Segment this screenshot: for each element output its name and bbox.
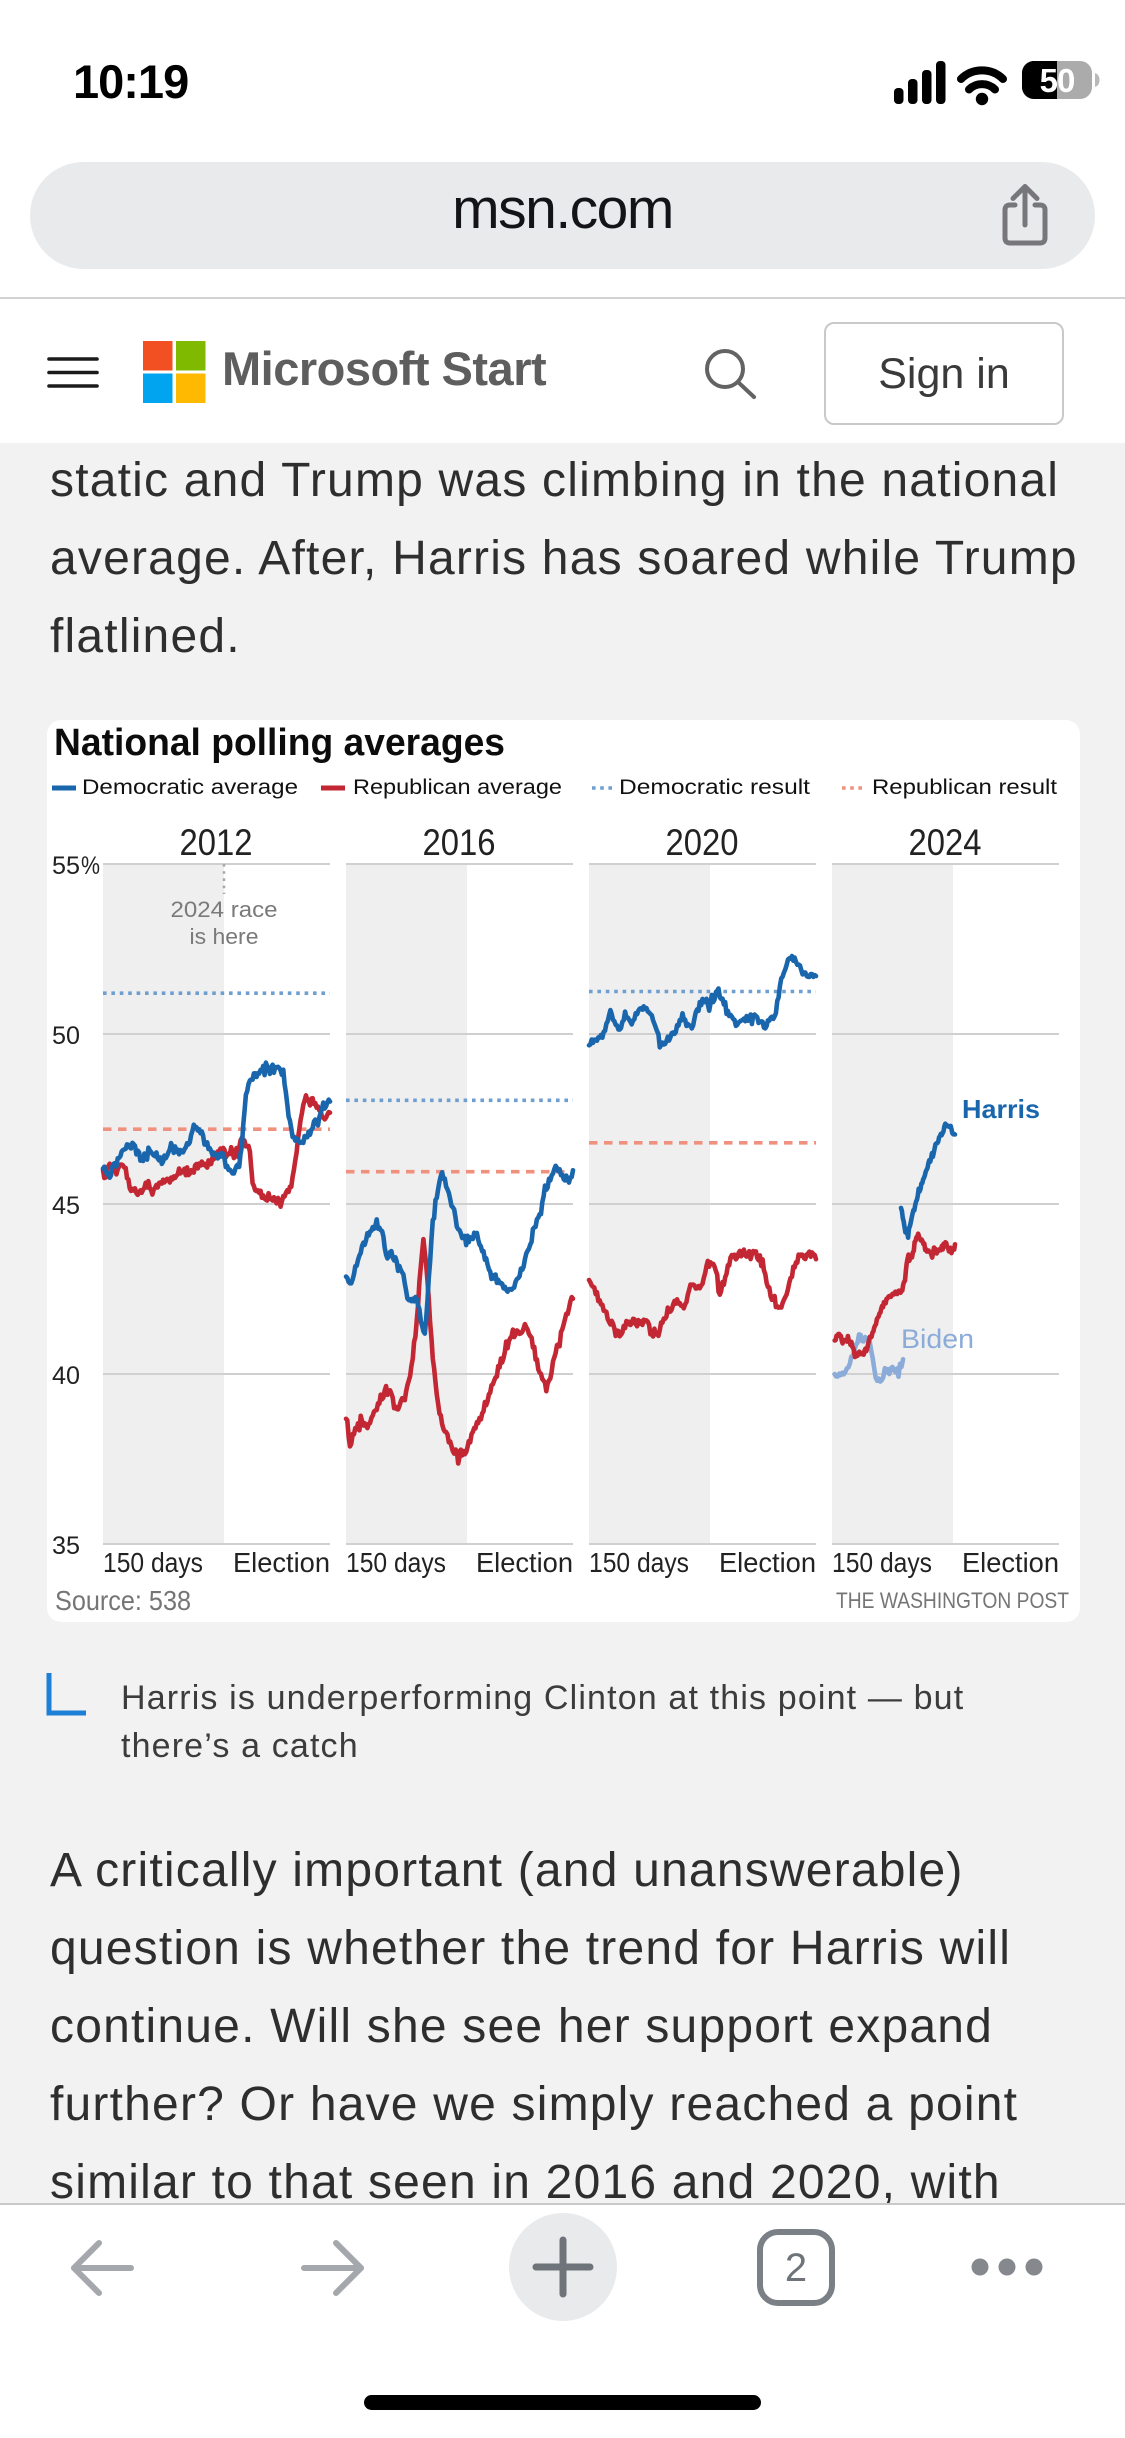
svg-text:Republican result: Republican result [872, 775, 1057, 799]
svg-text:Biden: Biden [901, 1324, 974, 1354]
svg-text:35: 35 [52, 1532, 80, 1560]
svg-text:2016: 2016 [423, 822, 496, 863]
svg-text:2024 race: 2024 race [171, 897, 278, 922]
svg-text:Democratic average: Democratic average [82, 775, 298, 799]
svg-text:%: % [81, 852, 100, 880]
svg-text:150 days: 150 days [832, 1547, 932, 1578]
svg-text:Election: Election [476, 1547, 573, 1578]
svg-text:Democratic result: Democratic result [619, 775, 810, 799]
svg-text:150 days: 150 days [589, 1547, 689, 1578]
svg-text:National polling averages: National polling averages [54, 722, 505, 764]
svg-text:40: 40 [52, 1362, 80, 1390]
svg-text:50: 50 [1040, 62, 1075, 99]
svg-text:2: 2 [785, 2246, 807, 2290]
svg-text:150 days: 150 days [346, 1547, 446, 1578]
svg-text:Election: Election [719, 1547, 816, 1578]
svg-text:is here: is here [190, 924, 259, 949]
svg-text:Election: Election [233, 1547, 330, 1578]
svg-text:2024: 2024 [909, 822, 982, 863]
svg-text:50: 50 [52, 1022, 80, 1050]
svg-text:Election: Election [962, 1547, 1059, 1578]
svg-text:45: 45 [52, 1192, 80, 1220]
svg-text:Republican average: Republican average [353, 775, 562, 799]
svg-text:55: 55 [52, 852, 80, 880]
svg-text:THE WASHINGTON POST: THE WASHINGTON POST [836, 1588, 1069, 1613]
svg-text:2012: 2012 [180, 822, 253, 863]
svg-text:2020: 2020 [666, 822, 739, 863]
svg-text:Harris: Harris [962, 1094, 1040, 1124]
svg-text:Source: 538: Source: 538 [55, 1585, 191, 1616]
svg-text:150 days: 150 days [103, 1547, 203, 1578]
